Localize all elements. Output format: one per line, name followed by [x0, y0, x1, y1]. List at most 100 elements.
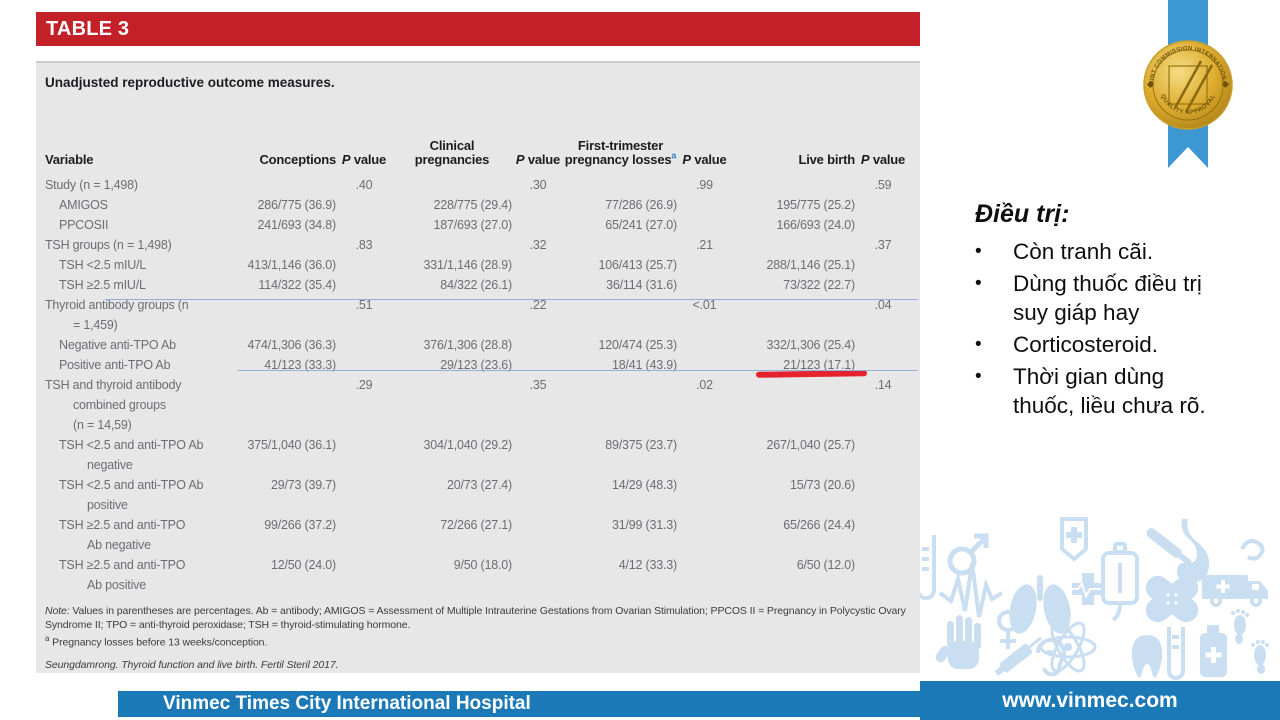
test-tube-2-icon: [1167, 627, 1185, 680]
table-cell: .22: [529, 298, 547, 312]
table-cell: [564, 235, 677, 255]
table-cell: [246, 175, 336, 195]
row-label: TSH <2.5 and anti-TPO Ab positive: [59, 478, 204, 512]
table-cell: 4/12 (33.3): [618, 558, 677, 572]
table-cell: 20/73 (27.4): [446, 478, 512, 492]
squiggle-icon: [1240, 539, 1265, 561]
table-cell: [677, 435, 732, 475]
table-cell: [246, 235, 336, 255]
table-cell: 120/474 (25.3): [598, 338, 677, 352]
table-cell: 36/114 (31.6): [606, 278, 677, 292]
column-header: P value: [860, 152, 906, 167]
lungs-icon: [1009, 575, 1071, 634]
table-cell: [512, 555, 564, 595]
table-cell: [677, 515, 732, 555]
table-cell: [732, 375, 855, 435]
table-cell: .32: [529, 238, 547, 252]
table-cell: .83: [355, 238, 373, 252]
bullet-text: Corticosteroid.: [1013, 332, 1159, 357]
jci-slashes-icon: [1173, 60, 1214, 113]
column-header: Live birth: [798, 152, 855, 167]
table-cell: [855, 215, 911, 235]
bullet-marker: •: [975, 366, 982, 387]
footer-hospital-bar: Vinmec Times City International Hospital: [118, 691, 920, 717]
table-cell: 18/41 (43.9): [611, 358, 677, 372]
table-cell: [855, 515, 911, 555]
medal-square: [1168, 65, 1208, 105]
table-cell: 9/50 (18.0): [453, 558, 512, 572]
footnote-note-text: Values in parentheses are percentages. A…: [45, 605, 906, 631]
table-cell: 29/123 (23.6): [440, 358, 512, 372]
table-cell: [336, 355, 392, 375]
table-cell: [246, 295, 336, 335]
table-cell: 331/1,146 (28.9): [423, 258, 512, 272]
table-cell: 72/266 (27.1): [440, 518, 512, 532]
table-cell: <.01: [692, 298, 717, 312]
table-cell: 14/29 (48.3): [611, 478, 677, 492]
specimen-tag-icon: [1060, 517, 1088, 562]
footnote-note: Note: Values in parentheses are percenta…: [45, 605, 911, 632]
table-cell: [512, 435, 564, 475]
row-label: TSH ≥2.5 and anti-TPO Ab negative: [59, 518, 186, 552]
bullet-marker: •: [975, 334, 982, 355]
table-cell: 474/1,306 (36.3): [247, 338, 336, 352]
table-cell: .02: [696, 378, 713, 392]
table-cell: 15/73 (20.6): [789, 478, 855, 492]
table-cell: [512, 195, 564, 215]
table-cell: [855, 275, 911, 295]
column-header: Conceptions: [259, 152, 336, 167]
table-cell: [512, 275, 564, 295]
footnote-a: a Pregnancy losses before 13 weeks/conce…: [45, 632, 911, 650]
row-label: TSH ≥2.5 and anti-TPO Ab positive: [59, 558, 186, 592]
medicine-bottle-icon: [1200, 625, 1227, 677]
table-cell: 413/1,146 (36.0): [247, 258, 336, 272]
table-header-row: Variable Conceptions P value Clinical pregn…: [45, 111, 911, 167]
table-cell: [564, 295, 677, 335]
table-cell: 99/266 (37.2): [264, 518, 336, 532]
row-label: Negative anti-TPO Ab: [59, 338, 176, 352]
table-cell: 21/123 (17.1): [732, 355, 855, 375]
table-cell: [246, 375, 336, 435]
table-banner-label: TABLE 3: [46, 18, 130, 40]
bullet-text: Còn tranh cãi.: [1013, 239, 1154, 264]
syringe-icon: [994, 636, 1042, 676]
table-cell: .99: [696, 178, 713, 192]
bullet-marker: •: [975, 241, 982, 262]
scalpel-icon: [1146, 528, 1192, 566]
table-cell: [677, 275, 732, 295]
test-tube-icon: [920, 535, 936, 600]
table-cell: [732, 295, 855, 335]
table-caption: Unadjusted reproductive outcome measures…: [45, 75, 335, 90]
table-cell: [855, 555, 911, 595]
table-banner: TABLE 3: [36, 12, 920, 46]
table-cell: [512, 215, 564, 235]
table-cell: .37: [874, 238, 892, 252]
table-cell: [336, 215, 392, 235]
table-cell: [336, 255, 392, 275]
tooth-icon: [1131, 635, 1163, 678]
table-cell: 114/322 (35.4): [258, 278, 336, 292]
treatment-notes-panel: Điều trị: • Còn tranh cãi. • Dùng thuốc điề…: [975, 200, 1253, 423]
table-cell: [677, 195, 732, 215]
treatment-bullets: • Còn tranh cãi. • Dùng thuốc điều trị suy …: [975, 237, 1253, 420]
table-cell: .35: [529, 378, 547, 392]
footer-website-url: www.vinmec.com: [1002, 689, 1178, 712]
table-cell: [336, 555, 392, 595]
footer-website-bar: www.vinmec.com: [920, 681, 1280, 720]
table-cell: [732, 175, 855, 195]
table-cell: 12/50 (24.0): [270, 558, 336, 572]
column-header: P value: [682, 152, 727, 167]
treatment-title: Điều trị:: [975, 200, 1070, 228]
annotation-line-bottom: [237, 370, 918, 371]
row-label: TSH groups (n = 1,498): [45, 238, 172, 252]
bullet-text: Thời gian dùng thuốc, liều chưa rõ.: [1013, 364, 1206, 418]
table-cell: [732, 235, 855, 255]
table-cell: [677, 475, 732, 515]
table-cell: .30: [529, 178, 547, 192]
citation: Seungdamrong. Thyroid function and live …: [45, 659, 339, 671]
table-cell: [336, 275, 392, 295]
row-label: PPCOSII: [59, 218, 109, 232]
table-cell: 376/1,306 (28.8): [423, 338, 512, 352]
table-cell: [855, 335, 911, 355]
